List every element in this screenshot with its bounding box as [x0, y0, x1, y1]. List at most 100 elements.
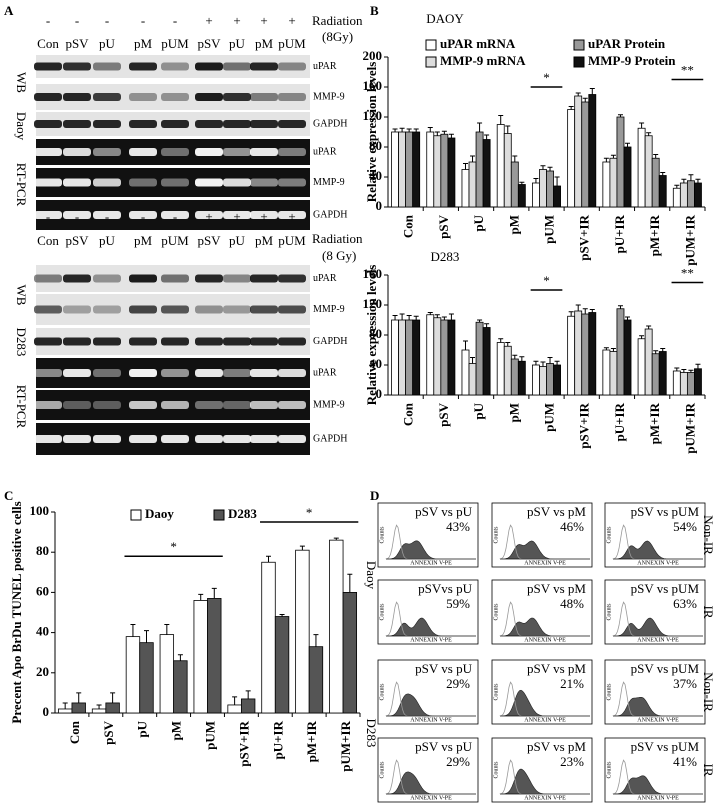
band	[195, 211, 223, 219]
band	[93, 274, 121, 283]
panel-label: D	[370, 488, 379, 503]
dose-label: (8Gy)	[322, 29, 353, 44]
y-tick-label: 20	[36, 664, 49, 679]
error-bar	[540, 361, 546, 367]
band	[250, 93, 278, 101]
bar	[329, 539, 344, 714]
x-tick-label: pM+IR	[304, 720, 319, 762]
band	[250, 178, 278, 187]
error-bar	[660, 348, 666, 352]
condition-label: IR	[701, 764, 716, 777]
error-bar	[441, 316, 447, 320]
error-bar	[399, 127, 405, 132]
band	[63, 435, 91, 443]
band	[63, 337, 91, 346]
bar	[261, 561, 276, 714]
bar	[405, 319, 414, 396]
radiation-sign: +	[233, 13, 240, 28]
bar	[447, 319, 456, 396]
band	[195, 305, 223, 314]
error-bar	[646, 325, 652, 329]
x-tick-label: pM+IR	[647, 214, 662, 256]
lane-label: pUM	[278, 36, 306, 51]
y-tick-label: 80	[369, 326, 382, 341]
bar	[553, 364, 561, 396]
bar	[588, 94, 597, 208]
band	[278, 305, 306, 314]
lane-label: pM	[134, 36, 153, 51]
bar	[602, 349, 611, 396]
histogram-percent: 46%	[560, 519, 584, 534]
band	[250, 120, 278, 128]
bar	[57, 708, 73, 714]
band	[34, 274, 62, 283]
band-label: MMP-9	[313, 91, 345, 102]
bar	[274, 616, 290, 714]
blot-strip	[36, 55, 310, 78]
band	[161, 337, 189, 346]
band	[63, 211, 91, 219]
bar	[461, 349, 470, 396]
error-bar	[484, 323, 490, 328]
band-label: MMP-9	[313, 304, 345, 315]
x-tick-label: pM	[169, 721, 184, 741]
band	[129, 337, 157, 346]
error-bar	[533, 360, 539, 365]
error-bar	[448, 313, 454, 320]
x-tick-label: pUM+IR	[682, 214, 697, 265]
histogram-y-label: Counts	[379, 526, 385, 544]
error-bar	[695, 178, 701, 183]
significance-mark: *	[170, 539, 177, 554]
histogram-title: pSV vs pM	[527, 581, 586, 596]
legend-swatch	[425, 56, 437, 68]
legend-swatch	[213, 509, 225, 521]
band	[63, 274, 91, 283]
y-tick-label: 0	[43, 704, 50, 719]
band	[93, 337, 121, 346]
band	[195, 120, 223, 128]
bar	[105, 702, 120, 714]
lane-label: Con	[37, 233, 59, 248]
bar	[159, 634, 175, 714]
band	[63, 305, 91, 314]
band	[93, 62, 121, 71]
error-bar	[462, 340, 468, 350]
error-bar	[568, 311, 574, 317]
lane-label: pU	[99, 233, 116, 248]
band	[34, 211, 62, 219]
radiation-sign: -	[46, 209, 50, 224]
y-tick-label: 80	[36, 543, 49, 558]
bar	[637, 127, 646, 208]
x-tick-label: pUM+IR	[338, 720, 353, 771]
histogram-frame	[491, 502, 593, 568]
error-bar	[392, 128, 398, 132]
radiation-sign: -	[105, 13, 109, 28]
method-label: RT-PCR	[14, 163, 29, 207]
bar	[125, 636, 141, 714]
band	[161, 369, 189, 377]
radiation-sign: +	[205, 209, 212, 224]
error-bar	[625, 316, 631, 320]
histogram-title: pSV vs pM	[527, 661, 586, 676]
y-tick-label: 80	[369, 138, 382, 153]
error-bar	[582, 308, 588, 314]
histogram-y-label: Counts	[379, 603, 385, 621]
error-bar	[406, 128, 412, 132]
error-bar	[512, 354, 518, 359]
radiation-sign: +	[288, 13, 295, 28]
radiation-sign: +	[260, 209, 267, 224]
error-bar	[434, 314, 440, 318]
error-bar	[347, 573, 353, 593]
band	[278, 401, 306, 409]
error-bar	[639, 335, 645, 339]
lane-label: pUM	[278, 233, 306, 248]
band	[278, 120, 306, 128]
band	[63, 369, 91, 377]
bar	[440, 319, 449, 396]
band	[223, 93, 251, 101]
band-label: GAPDH	[313, 209, 347, 220]
band	[250, 369, 278, 377]
error-bar	[568, 106, 574, 110]
bar	[588, 312, 597, 396]
